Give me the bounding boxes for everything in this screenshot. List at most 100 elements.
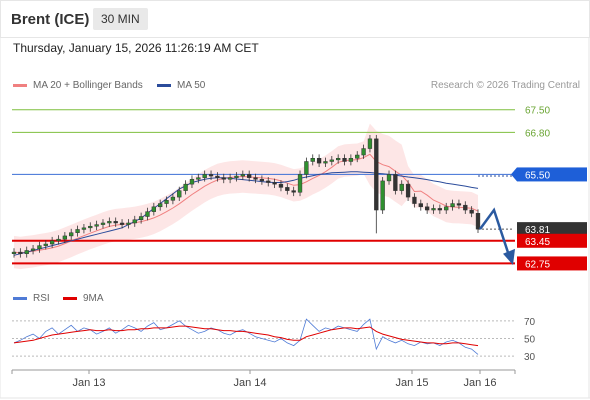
level-label-support-1: 63.45 [525,237,550,248]
candle-body [75,229,80,233]
candle-body [100,222,106,225]
ma50-swatch [157,84,171,87]
rsi-level-label: 30 [524,352,536,363]
candle-body [37,245,42,250]
candle-body [158,203,163,208]
candle-body [221,177,226,180]
level-pointer-pivot [511,167,517,182]
legend-rsi-label: RSI [33,293,50,304]
candle-body [151,206,156,212]
candle-body [30,248,36,251]
candle-body [469,209,474,214]
copyright-text: Research © 2026 Trading Central [430,80,580,91]
candle-body [342,158,347,162]
x-tick-label: Jan 15 [395,377,428,389]
candle-body [164,200,169,204]
candle-body [431,208,436,211]
candle-body [170,196,176,201]
candle-body [227,177,233,180]
candle-body [94,224,99,227]
candle-body [367,138,373,149]
forecast-arrow [478,207,512,259]
rsi-swatch [13,297,27,300]
legend-ma9-label: 9MA [83,293,104,304]
candle-body [291,190,296,193]
candle-body [393,174,398,191]
candle-body [138,216,144,220]
candle-body [278,183,284,188]
candle-body [49,240,55,245]
candle-body [196,177,201,180]
candle-body [285,187,290,191]
candle-body [355,154,360,159]
candle-body [88,225,93,229]
candle-body [56,238,61,242]
candle-body [202,174,207,178]
candle-body [463,204,468,211]
timeframe-button[interactable]: 30 MIN [93,8,148,30]
candle-body [253,177,258,180]
candle-body [11,251,17,254]
candle-body [18,251,23,254]
forecast-arrowhead [503,248,515,266]
legend-bollinger-label: MA 20 + Bollinger Bands [33,80,143,91]
candle-body [348,158,354,162]
candle-body [69,232,74,237]
candle-body [189,179,195,185]
chart-header: Brent (ICE) 30 MIN [0,0,590,38]
rsi-level-label: 70 [524,317,536,328]
candle-body [266,180,271,183]
legend-bollinger: MA 20 + Bollinger Bands [13,80,143,91]
level-box-pivot [517,167,587,182]
candle-body [297,174,303,193]
candle-body [208,174,214,177]
candle-body [259,179,265,182]
candle-body [240,174,245,177]
candle-body [386,174,392,182]
timestamp: Thursday, January 15, 2026 11:26:19 AM C… [13,41,259,55]
candle-body [215,175,220,178]
candle-body [183,183,188,191]
candle-body [81,227,87,230]
level-label-target-2: 67.50 [525,106,550,117]
candle-body [437,208,443,211]
candle-body [24,250,29,254]
candle-body [310,158,315,162]
candle-body [145,211,150,217]
legend-ma9: 9MA [63,293,104,304]
rsi-line [13,318,479,355]
candle-body [304,161,309,175]
level-box-support-2 [517,256,587,271]
candle-body [234,175,239,178]
candle-body [107,221,112,224]
candle-body [450,203,455,208]
candle-body [405,183,411,198]
candle-body [247,174,252,178]
candle-body [177,190,182,198]
level-label-support-2: 62.75 [525,259,550,270]
candle-body [336,158,341,161]
candle-body [456,203,462,206]
candle-body [380,180,385,211]
level-label-pivot: 65.50 [525,170,550,181]
instrument-title: Brent (ICE) [11,11,90,28]
legend-ma50: MA 50 [157,80,205,91]
candle-body [329,159,334,162]
candle-body [374,138,379,211]
candle-body [399,183,404,191]
x-tick-label: Jan 14 [233,377,266,389]
legend-ma50-label: MA 50 [177,80,206,91]
candle-body [412,196,417,204]
candle-body [132,219,137,224]
candle-body [272,182,277,185]
candle-body [444,206,449,211]
level-label-target-1: 66.80 [525,128,550,139]
candle-body [316,158,322,164]
candle-body [113,221,118,224]
candle-body [62,235,68,240]
candle-body [126,222,131,225]
rsi-ma9-line [13,325,479,347]
ma50-line [13,171,479,256]
x-tick-label: Jan 16 [463,377,496,389]
